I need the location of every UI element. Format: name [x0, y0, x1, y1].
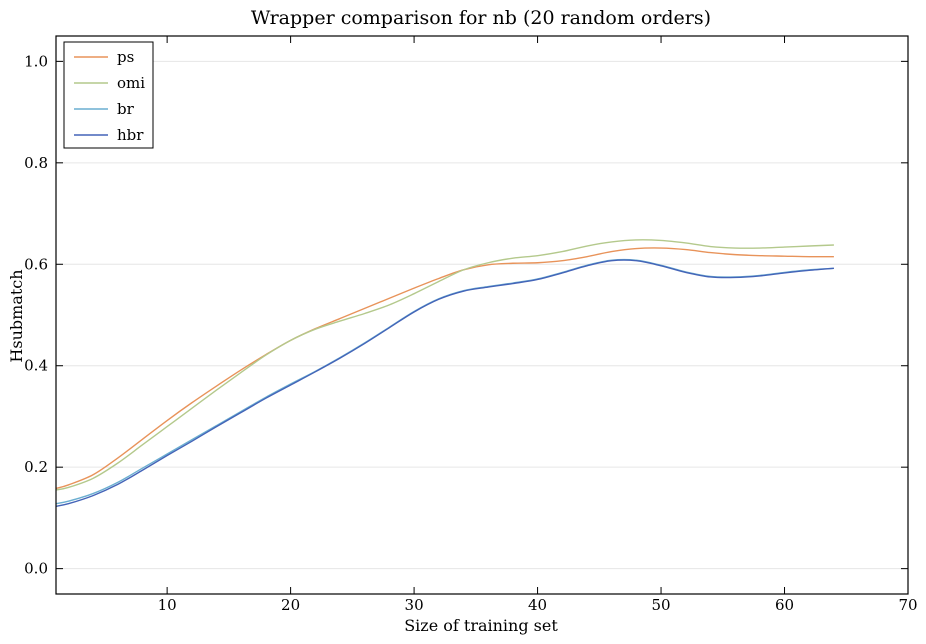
legend-label-hbr: hbr — [117, 126, 144, 144]
legend-box — [63, 41, 154, 149]
series-line-omi — [55, 239, 834, 491]
x-tick-label: 30 — [405, 596, 424, 614]
legend-label-omi: omi — [117, 74, 145, 92]
x-tick-label: 60 — [775, 596, 794, 614]
y-axis-label: Hsubmatch — [7, 269, 26, 362]
y-tick-label: 0.8 — [24, 154, 48, 172]
x-tick-label: 50 — [651, 596, 670, 614]
x-tick-label: 40 — [528, 596, 547, 614]
y-tick-label: 0.6 — [24, 255, 48, 273]
legend: ps omi br hbr — [63, 41, 154, 149]
x-tick-label: 10 — [158, 596, 177, 614]
chart-title: Wrapper comparison for nb (20 random ord… — [251, 7, 711, 29]
x-axis-ticks: 10 20 30 40 50 60 70 — [158, 36, 918, 614]
y-tick-label: 0.2 — [24, 458, 48, 476]
plot-frame — [55, 35, 909, 595]
legend-label-ps: ps — [117, 48, 134, 66]
y-tick-label: 1.0 — [24, 52, 48, 70]
y-tick-label: 0.0 — [24, 560, 48, 578]
series-line-ps — [55, 247, 834, 490]
legend-label-br: br — [117, 100, 135, 118]
x-tick-label: 70 — [898, 596, 917, 614]
y-axis-ticks: 0.0 0.2 0.4 0.6 0.8 1.0 — [24, 52, 908, 578]
x-tick-label: 20 — [281, 596, 300, 614]
x-axis-label: Size of training set — [404, 616, 558, 635]
y-tick-label: 0.4 — [24, 357, 48, 375]
series-lines — [55, 239, 834, 507]
series-line-hbr — [55, 259, 834, 507]
